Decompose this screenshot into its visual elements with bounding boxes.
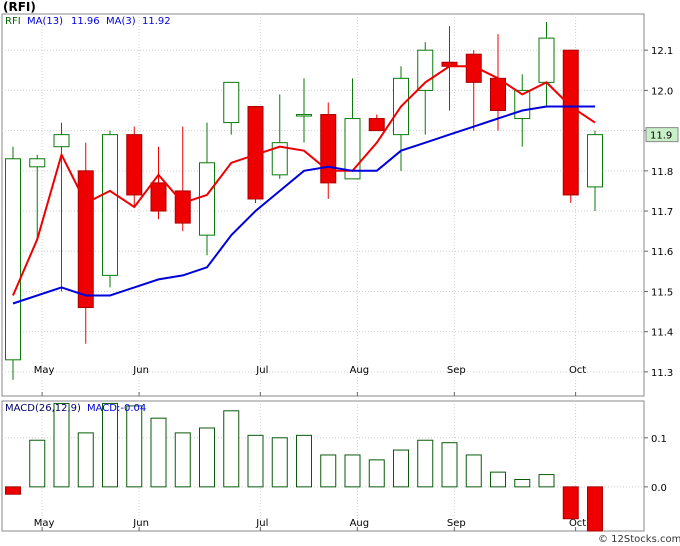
candle-body-down — [77, 170, 94, 309]
price-x-tick-label: Oct — [569, 365, 586, 376]
candlestick-series — [5, 22, 603, 380]
chart-title: (RFI) — [3, 0, 36, 14]
macd-x-tick-label: Jun — [132, 518, 149, 529]
legend-ma3-label: MA(3) — [106, 16, 136, 27]
macd-y-tick-label: 0.1 — [651, 434, 667, 445]
macd-bar-positive — [223, 410, 240, 488]
candle-body-down — [150, 182, 167, 212]
macd-bar-positive — [102, 402, 118, 488]
legend-ma13-label: MA(13) — [27, 16, 63, 27]
price-y-tick-label: 11.3 — [651, 368, 673, 379]
price-y-tick-label: 12.0 — [651, 86, 673, 97]
macd-y-axis: 0.1 0.0 — [644, 434, 667, 494]
macd-bar-positive — [344, 454, 361, 488]
candle-body-up — [417, 49, 434, 91]
macd-bar-positive — [417, 439, 434, 488]
macd-bar-positive — [296, 434, 312, 488]
price-x-tick-label: Sep — [447, 365, 466, 376]
ma13-line — [12, 105, 595, 305]
candle-body-up — [538, 37, 555, 83]
macd-bar-positive — [490, 471, 506, 488]
macd-x-tick-label: Sep — [447, 518, 466, 529]
macd-x-tick-label: Oct — [569, 518, 586, 529]
macd-bar-positive — [53, 402, 70, 488]
macd-x-axis: May Jun Jul Aug Sep Oct — [34, 518, 586, 531]
macd-bar-positive — [320, 454, 337, 488]
price-y-axis: 11.3 11.4 11.5 11.6 11.7 11.8 11.9 12.0 12.1 — [644, 46, 673, 379]
price-x-axis: May Jun Jul Aug Sep Oct — [34, 365, 586, 396]
price-x-tick-label: Jul — [255, 365, 268, 376]
candle-body-up — [344, 118, 361, 180]
legend-ma3-value: 11.92 — [142, 16, 171, 27]
macd-y-tick-label: 0.0 — [651, 483, 667, 494]
candle-body-up — [271, 142, 288, 176]
macd-bar-positive — [393, 449, 409, 488]
macd-bar-positive — [174, 432, 191, 488]
price-y-tick-label: 12.1 — [651, 46, 673, 57]
macd-bar-positive — [441, 442, 458, 488]
candle-body-up — [587, 134, 603, 188]
macd-x-tick-label: May — [34, 518, 55, 529]
macd-bar-positive — [150, 417, 167, 488]
candle-body-up — [5, 158, 21, 361]
macd-legend-label: MACD(26,12,9) — [5, 403, 81, 414]
macd-bar-positive — [368, 459, 385, 488]
candle-body-down — [126, 134, 143, 196]
candle-body-up — [102, 134, 118, 276]
moving-averages — [12, 65, 596, 305]
candle-body-down — [368, 118, 385, 132]
price-x-tick-label: Jun — [132, 365, 149, 376]
last-price-box — [645, 127, 679, 143]
price-y-tick-label: 11.4 — [651, 328, 673, 339]
macd-bar-negative — [5, 486, 21, 495]
price-x-tick-label: May — [34, 365, 55, 376]
price-x-tick-label: Aug — [350, 365, 370, 376]
candle-body-down — [320, 114, 337, 184]
price-y-tick-label: 11.7 — [651, 207, 673, 218]
macd-x-tick-label: Aug — [350, 518, 370, 529]
candle-body-down — [490, 77, 506, 112]
price-y-tick-label: 11.8 — [651, 167, 673, 178]
candle-body-up — [199, 162, 215, 236]
ma3-line — [12, 65, 596, 296]
last-price-label: 11.9 — [650, 131, 672, 142]
macd-legend-value: MACD:-0.04 — [87, 403, 146, 414]
macd-bar-positive — [29, 439, 46, 488]
macd-bar-negative — [562, 486, 579, 520]
legend-ma13-value: 11.96 — [71, 16, 100, 27]
price-y-tick-label: 11.6 — [651, 247, 673, 258]
macd-bar-positive — [514, 478, 531, 488]
watermark: © 12Stocks.com — [598, 534, 680, 545]
candle-body-down — [465, 53, 482, 83]
macd-bar-positive — [271, 437, 288, 488]
macd-bar-positive — [77, 432, 94, 488]
macd-x-tick-label: Jul — [255, 518, 268, 529]
macd-bar-positive — [199, 427, 215, 488]
macd-histogram — [5, 402, 603, 532]
macd-bar-positive — [126, 405, 143, 488]
macd-bar-negative — [587, 486, 603, 532]
candle-body-up — [53, 134, 70, 148]
candle-body-down — [562, 49, 579, 196]
candle-body-up — [296, 114, 312, 117]
last-price-badge: 11.9 — [645, 127, 679, 143]
candle-body-up — [223, 81, 240, 124]
macd-bar-positive — [538, 474, 555, 488]
price-y-tick-label: 11.5 — [651, 287, 673, 298]
legend-symbol: RFI — [5, 16, 21, 27]
macd-bar-positive — [247, 434, 264, 488]
candle-body-up — [29, 158, 46, 168]
macd-bar-positive — [465, 454, 482, 488]
